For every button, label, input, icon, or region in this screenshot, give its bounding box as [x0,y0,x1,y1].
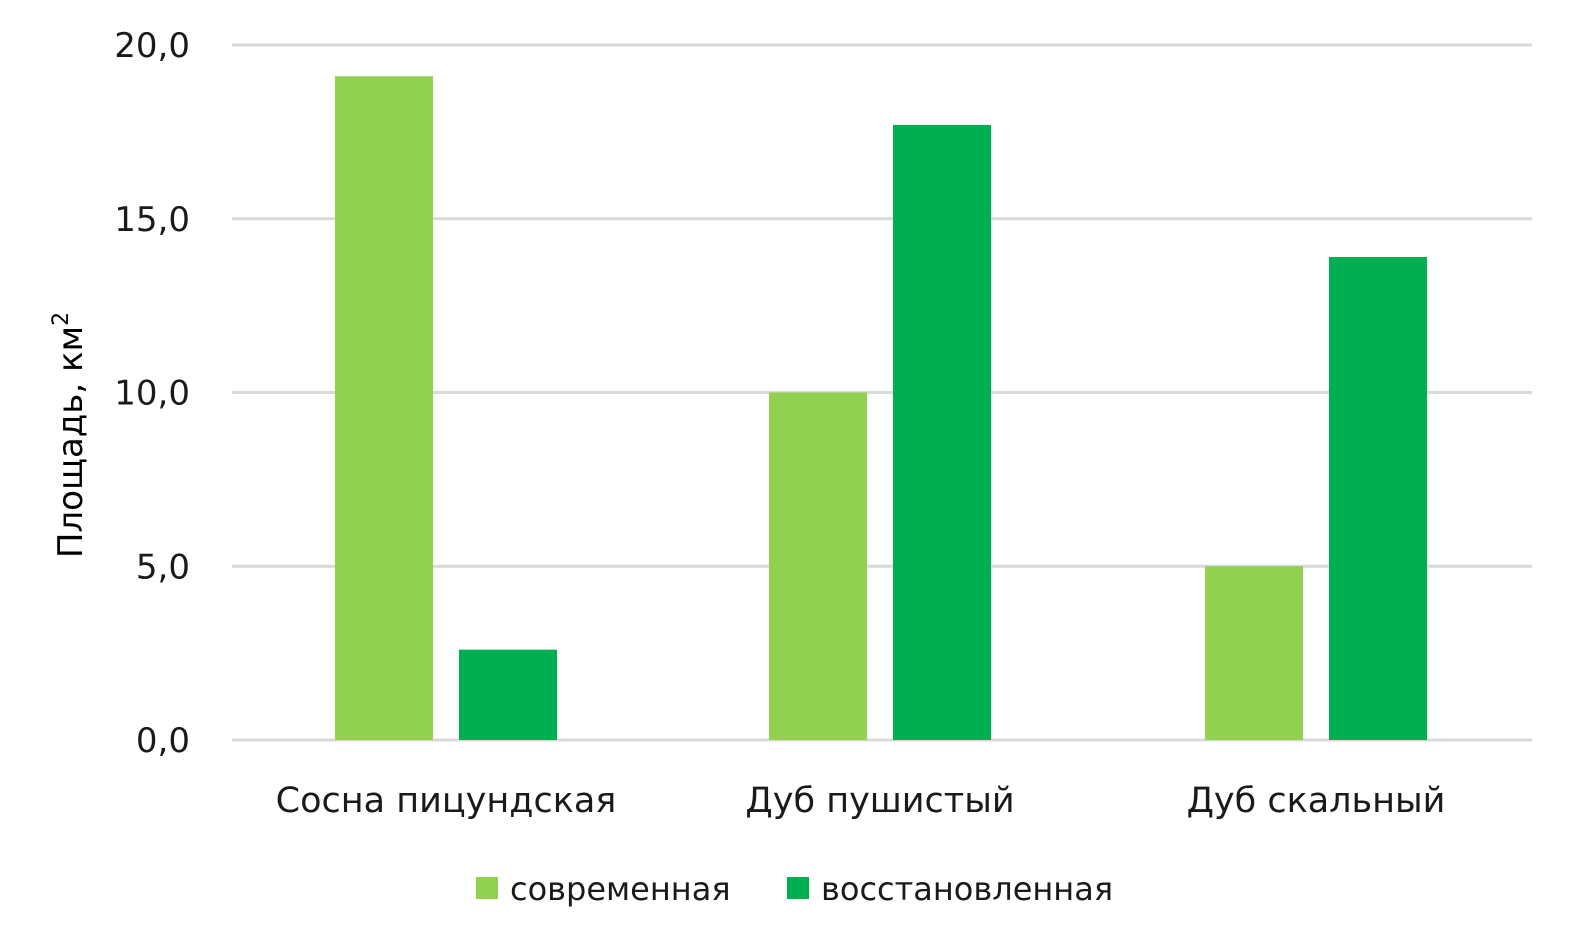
bars [335,76,1427,741]
legend-swatch-modern [476,877,498,899]
bar-restored-3 [1329,256,1427,740]
y-tick-label: 15,0 [114,200,190,240]
y-tick-label: 10,0 [114,374,190,414]
y-tick-label: 5,0 [136,547,190,587]
x-axis-categories: Сосна пицундская Дуб пушистый Дуб скальный [276,781,1446,821]
x-category-label: Дуб пушистый [745,781,1014,821]
y-axis-ticks: 0,0 5,0 10,0 15,0 20,0 [114,26,190,761]
bar-modern-2 [769,392,867,740]
y-tick-label: 20,0 [114,26,190,66]
gridlines [232,43,1532,742]
y-axis-title-text: Площадь, км [51,326,91,558]
bar-restored-1 [459,649,557,740]
y-tick-label: 0,0 [136,721,190,761]
bar-modern-3 [1205,566,1303,740]
legend: современная восстановленная [476,870,1113,908]
bar-modern-1 [335,76,433,740]
x-category-label: Дуб скальный [1187,781,1446,821]
y-axis-title-superscript: 2 [49,312,74,326]
bar-restored-2 [893,124,991,741]
legend-swatch-restored [787,877,809,899]
y-axis-title: Площадь, км2 [49,312,91,558]
legend-label-modern: современная [510,870,731,908]
legend-label-restored: восстановленная [821,870,1113,908]
x-category-label: Сосна пицундская [276,781,617,821]
